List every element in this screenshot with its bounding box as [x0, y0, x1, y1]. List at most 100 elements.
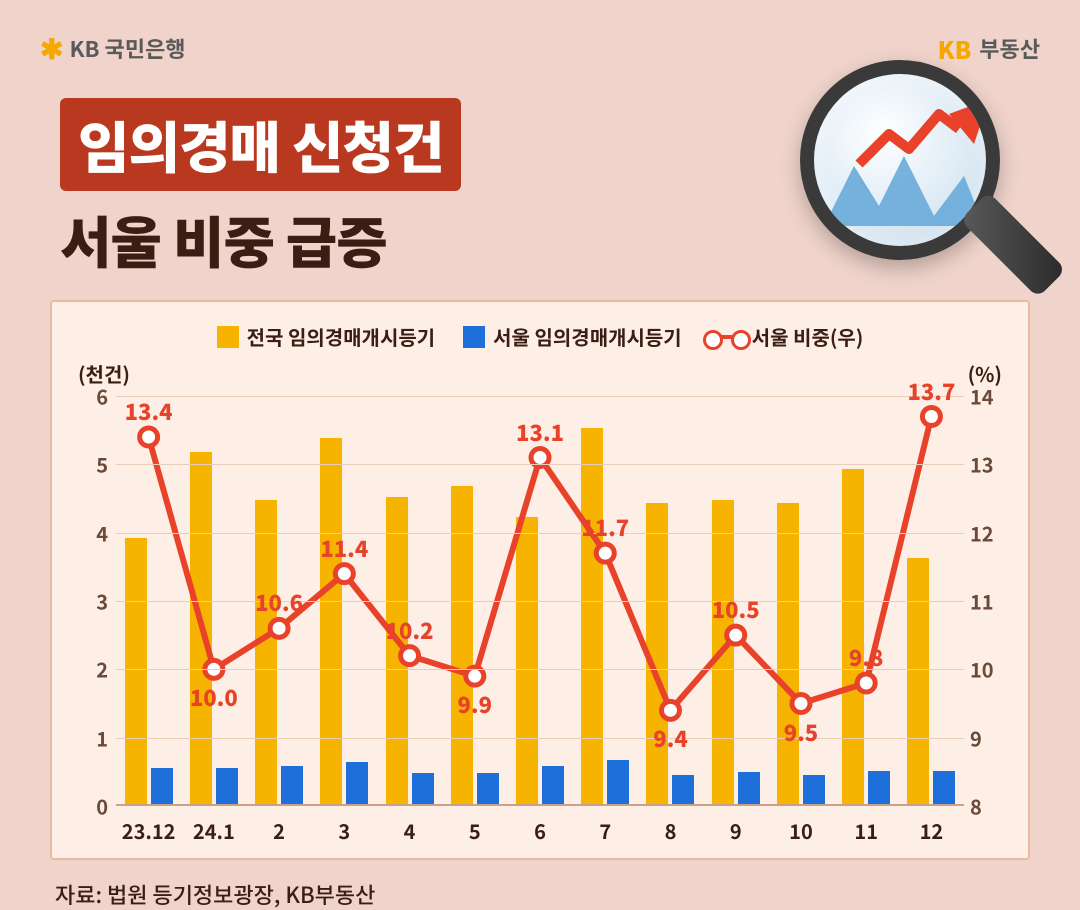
ytick-left: 6 [78, 382, 108, 411]
legend-item-ratio: 서울 비중(우) [710, 322, 864, 351]
x-label: 4 [377, 816, 442, 845]
logo-right-text: 부동산 [979, 32, 1040, 64]
bar-seoul [281, 766, 303, 804]
kb-star-icon: ✱ [40, 28, 61, 68]
ytick-right: 9 [970, 723, 1004, 752]
bar-group [246, 500, 311, 804]
bar-seoul [607, 760, 629, 804]
ytick-right: 13 [970, 450, 1004, 479]
gridline [116, 396, 964, 397]
legend-label-1: 전국 임의경매개시등기 [247, 322, 436, 351]
bar-group [377, 497, 442, 805]
bar-national [320, 438, 342, 804]
x-label: 8 [638, 816, 703, 845]
x-label: 9 [703, 816, 768, 845]
gridline [116, 533, 964, 534]
bars-container [116, 396, 964, 804]
ytick-left: 2 [78, 655, 108, 684]
bar-national [516, 517, 538, 804]
bar-seoul [151, 768, 173, 804]
bar-group [703, 500, 768, 804]
x-label: 23.12 [116, 816, 181, 845]
bar-seoul [542, 766, 564, 804]
bar-national [777, 503, 799, 804]
ytick-right: 11 [970, 587, 1004, 616]
title-highlight: 임의경매 신청건 [60, 98, 461, 191]
ratio-data-label: 9.9 [458, 688, 493, 720]
legend-item-national: 전국 임의경매개시등기 [217, 322, 436, 351]
bar-national [190, 452, 212, 804]
bar-national [125, 538, 147, 805]
bar-seoul [933, 771, 955, 804]
ytick-right: 14 [970, 382, 1004, 411]
legend: 전국 임의경매개시등기 서울 임의경매개시등기 서울 비중(우) [76, 322, 1004, 351]
ratio-data-label: 9.5 [784, 716, 819, 748]
gridline [116, 738, 964, 739]
x-label: 10 [768, 816, 833, 845]
bar-national [451, 486, 473, 804]
ytick-right: 12 [970, 518, 1004, 547]
x-label: 6 [507, 816, 572, 845]
ratio-data-label: 10.6 [255, 586, 303, 618]
legend-item-seoul: 서울 임의경매개시등기 [463, 322, 682, 351]
title-block: 임의경매 신청건 서울 비중 급증 [0, 68, 1080, 300]
bar-seoul [346, 762, 368, 804]
ytick-left: 1 [78, 723, 108, 752]
gridline [116, 669, 964, 670]
legend-label-2: 서울 임의경매개시등기 [493, 322, 682, 351]
bar-national [646, 503, 668, 804]
ytick-right: 8 [970, 792, 1004, 821]
bar-group [507, 517, 572, 804]
x-label: 12 [899, 816, 964, 845]
plot-area: 012345689101112131413.410.010.611.410.29… [116, 396, 964, 806]
source-text: 자료: 법원 등기정보광장, KB부동산 [0, 860, 1080, 910]
bar-group [181, 452, 246, 804]
bar-national [255, 500, 277, 804]
bar-group [573, 428, 638, 804]
swatch-yellow-icon [217, 326, 239, 348]
ratio-data-label: 13.1 [516, 416, 564, 448]
logo-right: KB 부동산 [938, 31, 1040, 66]
bar-national [712, 500, 734, 804]
x-label: 2 [246, 816, 311, 845]
ratio-data-label: 9.4 [653, 722, 688, 754]
x-axis-labels: 23.1224.123456789101112 [116, 816, 964, 845]
x-label: 3 [312, 816, 377, 845]
bar-group [899, 558, 964, 804]
x-label: 7 [573, 816, 638, 845]
ratio-data-label: 13.7 [907, 375, 955, 407]
ytick-left: 5 [78, 450, 108, 479]
axis-labels: (천건) (%) [76, 355, 1004, 390]
gridline [116, 601, 964, 602]
bar-group [834, 469, 899, 804]
kb-text: KB [938, 31, 972, 66]
swatch-line-icon [710, 335, 744, 339]
bar-national [907, 558, 929, 804]
header: ✱ KB 국민은행 KB 부동산 [0, 0, 1080, 68]
bar-national [581, 428, 603, 804]
bar-group [638, 503, 703, 804]
bar-seoul [868, 771, 890, 804]
bar-seoul [412, 773, 434, 804]
ratio-data-label: 10.0 [190, 681, 238, 713]
bar-seoul [738, 772, 760, 804]
legend-label-3: 서울 비중(우) [752, 322, 864, 351]
ratio-data-label: 10.5 [712, 593, 760, 625]
x-label: 24.1 [181, 816, 246, 845]
ytick-left: 0 [78, 792, 108, 821]
gridline [116, 464, 964, 465]
ratio-data-label: 10.2 [386, 614, 434, 646]
ratio-data-label: 11.7 [581, 511, 629, 543]
bar-seoul [477, 773, 499, 804]
bar-seoul [216, 768, 238, 804]
ratio-data-label: 11.4 [320, 532, 368, 564]
x-label: 11 [834, 816, 899, 845]
bar-national [842, 469, 864, 804]
bar-group [442, 486, 507, 804]
ytick-right: 10 [970, 655, 1004, 684]
chart-panel: 전국 임의경매개시등기 서울 임의경매개시등기 서울 비중(우) (천건) (%… [50, 300, 1030, 860]
ratio-data-label: 9.8 [849, 641, 884, 673]
bar-group [312, 438, 377, 804]
ratio-data-label: 13.4 [125, 395, 173, 427]
title-subtitle: 서울 비중 급증 [60, 199, 1040, 280]
